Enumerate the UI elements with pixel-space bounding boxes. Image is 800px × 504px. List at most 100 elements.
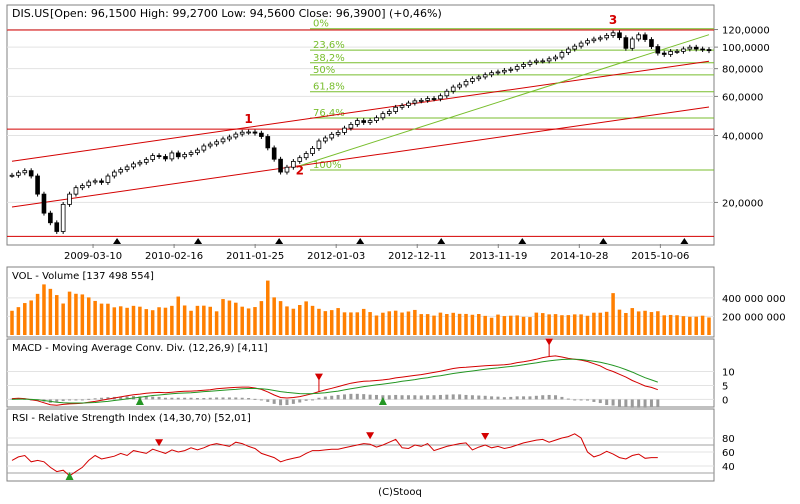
period-marker bbox=[599, 238, 608, 244]
candle-body bbox=[35, 175, 40, 195]
candle-body bbox=[207, 143, 213, 147]
macd-histogram-bar bbox=[208, 397, 212, 400]
volume-bar bbox=[272, 297, 276, 335]
candle-body bbox=[111, 171, 117, 177]
macd-histogram-bar bbox=[470, 395, 474, 400]
macd-histogram-bar bbox=[573, 399, 577, 401]
candle-body bbox=[175, 152, 181, 158]
x-tick-label: 2010-02-16 bbox=[145, 251, 203, 262]
volume-bar bbox=[598, 312, 603, 335]
trend-channel bbox=[7, 29, 714, 237]
x-tick-label: 2011-01-25 bbox=[226, 251, 284, 262]
macd-histogram-bar bbox=[496, 396, 500, 400]
candle-body bbox=[546, 58, 552, 62]
volume-bar bbox=[464, 313, 468, 335]
volume-bar bbox=[496, 314, 500, 335]
macd-histogram-bar bbox=[343, 394, 347, 400]
candle-body bbox=[41, 193, 47, 214]
macd-buy-signal bbox=[378, 397, 387, 405]
volume-bars bbox=[10, 280, 711, 335]
macd-histogram-bar bbox=[170, 397, 174, 400]
volume-bar bbox=[234, 302, 238, 335]
header-symbol: DIS.US bbox=[12, 7, 49, 20]
volume-bar bbox=[553, 314, 558, 335]
candle-body bbox=[399, 105, 405, 108]
macd-histogram-bar bbox=[323, 396, 327, 400]
volume-bar bbox=[195, 305, 200, 335]
macd-histogram-bar bbox=[579, 399, 583, 401]
volume-bar bbox=[528, 317, 532, 335]
macd-histogram-bar bbox=[240, 397, 244, 400]
macd-histogram-bar bbox=[419, 395, 423, 400]
candle-body bbox=[16, 172, 21, 176]
macd-histogram-bar bbox=[355, 393, 359, 400]
volume-bar bbox=[118, 306, 123, 335]
volume-bar bbox=[630, 308, 635, 335]
macd-histogram-bar bbox=[227, 397, 231, 400]
macd-series-line bbox=[11, 355, 658, 406]
volume-bar bbox=[35, 293, 40, 335]
period-marker bbox=[518, 238, 527, 244]
volume-bar bbox=[266, 280, 270, 335]
candle-body bbox=[610, 32, 616, 36]
macd-histogram-bar bbox=[637, 399, 641, 408]
macd-histogram-bar bbox=[586, 399, 590, 401]
candle-body bbox=[214, 141, 219, 145]
volume-bar bbox=[221, 299, 225, 335]
candle-body bbox=[9, 174, 15, 177]
macd-histogram-bar bbox=[253, 398, 257, 400]
x-tick-label: 2012-01-03 bbox=[307, 251, 365, 262]
macd-histogram-bar bbox=[458, 394, 462, 400]
macd-histogram-bar bbox=[163, 397, 167, 400]
candle-body bbox=[495, 71, 501, 74]
fib-level-label: 23,6% bbox=[313, 40, 345, 51]
candle-body bbox=[700, 48, 705, 51]
volume-bar bbox=[451, 312, 455, 335]
price-marker: 3 bbox=[609, 13, 617, 27]
candle-body bbox=[444, 90, 450, 97]
fib-level-label: 0% bbox=[313, 19, 329, 30]
candle-body bbox=[661, 52, 667, 55]
candle-body bbox=[143, 159, 149, 163]
candle-body bbox=[457, 84, 462, 88]
volume-bar bbox=[80, 294, 85, 335]
volume-bar bbox=[278, 301, 283, 335]
macd-series-line bbox=[11, 358, 658, 404]
macd-histogram-bar bbox=[649, 399, 653, 407]
candle-body bbox=[60, 203, 66, 232]
candle-body bbox=[629, 38, 635, 49]
macd-histogram-bar bbox=[394, 394, 398, 400]
macd-histogram-bar bbox=[438, 394, 442, 400]
volume-bar bbox=[675, 315, 679, 335]
macd-histogram-bar bbox=[598, 399, 602, 404]
macd-y-tick-label: 5 bbox=[722, 381, 728, 392]
volume-y-tick-label: 200 000 000 bbox=[722, 312, 786, 323]
x-tick-label: 2009-03-10 bbox=[64, 251, 122, 262]
candle-body bbox=[28, 170, 34, 177]
macd-histogram-bar bbox=[55, 399, 59, 403]
volume-bar bbox=[74, 293, 78, 335]
macd-histogram-bar bbox=[349, 393, 353, 400]
volume-bar bbox=[240, 306, 244, 335]
macd-histogram-bar bbox=[611, 399, 615, 406]
volume-bar bbox=[310, 305, 315, 335]
candle-body bbox=[335, 132, 341, 135]
candle-body bbox=[380, 113, 386, 119]
volume-bar bbox=[329, 310, 334, 335]
candle-body bbox=[73, 187, 79, 195]
candle-body bbox=[188, 152, 194, 155]
volume-bar bbox=[342, 312, 347, 335]
macd-histogram-bar bbox=[74, 399, 78, 401]
volume-bar bbox=[176, 296, 181, 335]
candle-body bbox=[92, 180, 98, 183]
volume-bar bbox=[138, 306, 142, 335]
macd-histogram-bar bbox=[451, 394, 455, 400]
macd-histogram-bar bbox=[93, 398, 97, 400]
fib-level-label: 61,8% bbox=[313, 82, 345, 93]
volume-y-tick-label: 400 000 000 bbox=[722, 294, 786, 305]
volume-bar bbox=[253, 307, 257, 335]
volume-bar bbox=[547, 314, 551, 335]
candle-body bbox=[99, 180, 104, 183]
macd-histogram-bar bbox=[285, 399, 289, 405]
volume-bar bbox=[368, 312, 372, 335]
